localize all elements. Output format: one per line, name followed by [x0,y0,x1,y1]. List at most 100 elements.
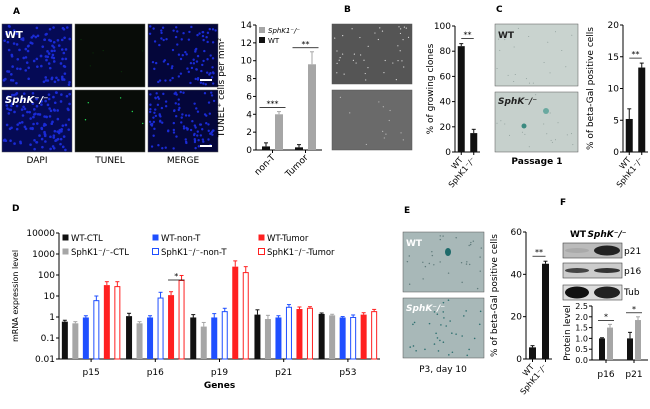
bar-e [529,347,536,359]
cell [205,121,208,125]
cell [397,60,399,62]
cell [10,102,14,106]
cell [367,67,369,69]
cell [382,106,384,108]
cell [120,71,123,73]
cell [47,62,51,65]
cell [60,48,64,51]
cell [188,30,191,34]
legend-swatch [62,234,69,241]
cell [479,270,481,272]
image-c-ko [494,91,579,153]
cell [152,27,155,30]
cell [10,126,13,130]
col-label-tunel: TUNEL [94,156,125,166]
cell [175,115,178,118]
col-label-dapi: DAPI [26,156,47,166]
bar-d [296,309,303,359]
cell [399,50,401,52]
cell [211,28,215,31]
cell [193,102,196,105]
y-tick-label: 1.5 [575,324,588,333]
image-c-wt-bg [494,23,579,87]
cell [154,114,158,118]
cell [8,108,11,112]
cell [29,117,32,120]
cell [20,121,24,124]
cell [182,125,186,128]
cell [442,341,445,344]
cell [201,138,205,141]
cell [31,92,35,95]
cell [174,35,178,39]
cell [199,123,203,126]
cell [164,79,167,82]
cell [399,32,402,35]
y-tick-label: 20 [511,313,523,323]
cell [35,97,38,101]
cell [32,59,36,63]
x-tick-label: Tumor [283,153,311,181]
cell [56,117,60,121]
cell [40,126,43,130]
blot-row-tub: Tub [623,288,640,298]
cell [193,140,197,144]
y-tick-label: 12 [241,39,252,49]
cell [157,144,160,147]
cell [167,129,170,132]
cell [196,134,199,137]
cell [400,132,402,134]
cell [16,67,19,70]
bar-d [136,323,143,359]
cell [207,101,211,104]
cell [496,122,498,124]
blot-band-row-Tub [562,284,623,301]
cell [160,37,163,40]
cell [160,29,163,32]
image-c-wt [494,23,579,87]
cell [212,129,215,132]
cell [433,311,436,313]
cell [379,27,381,29]
cell [40,64,43,68]
cell [179,57,183,61]
cell [148,120,152,124]
cell [532,82,534,84]
cell [50,49,54,53]
legend-item: WT-non-T [152,234,201,244]
cell [403,26,406,28]
cell [203,91,207,95]
bar-d [211,317,218,359]
cell [205,36,208,39]
cell [500,120,502,122]
cell [149,93,152,96]
cell [9,139,12,143]
cell [204,83,207,86]
cell [206,31,210,35]
cell [7,31,11,34]
cell [158,43,161,47]
bar-d [329,315,336,359]
cell [43,132,47,136]
cell [10,93,14,97]
cell [44,79,48,82]
y-tick-label: 60 [511,228,523,238]
legend-swatch [259,27,265,33]
cell [34,35,38,39]
cell [52,46,56,49]
cell [208,73,211,76]
micrograph-images [1,23,623,359]
bar-d [318,313,325,359]
cell [45,32,48,36]
cell [22,105,25,109]
cell [184,138,187,141]
cell [192,62,196,65]
bar-d [350,316,357,360]
panel-label-e: E [404,206,410,216]
cell [192,133,196,137]
image-e-ko-bg [402,297,485,359]
cell [68,92,71,96]
cell [428,322,431,325]
cell [63,36,66,40]
